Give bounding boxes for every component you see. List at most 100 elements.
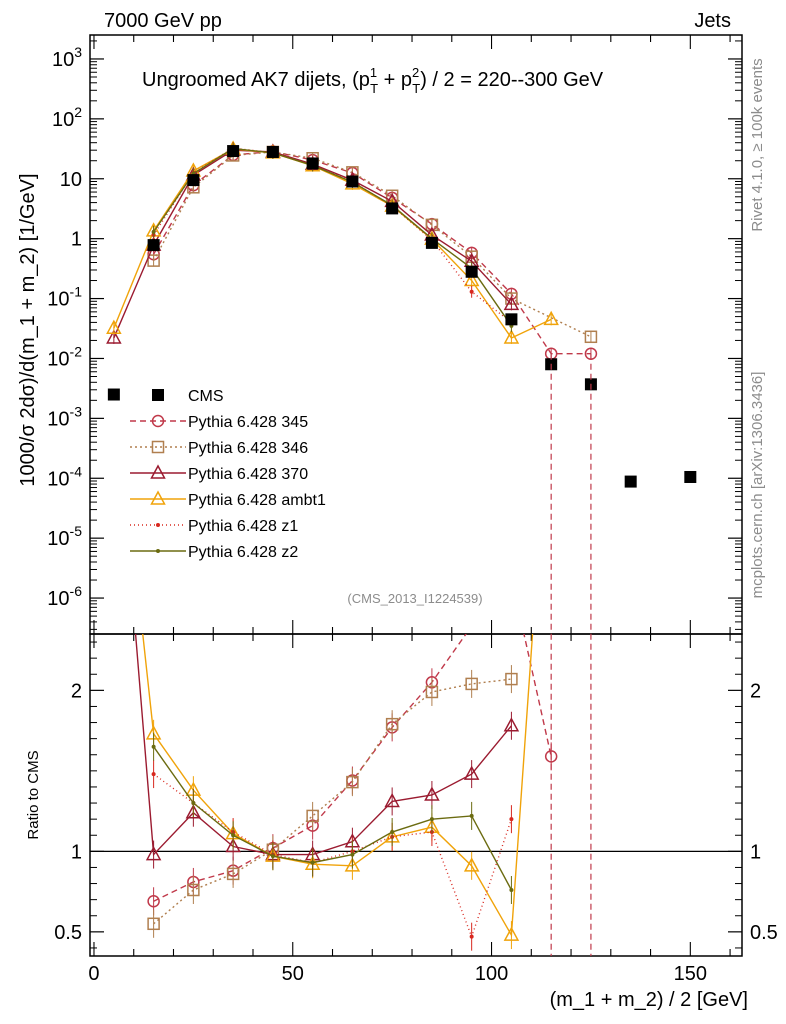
ratio-y-axis-label: Ratio to CMS	[25, 750, 42, 839]
series-line	[113, 148, 552, 339]
ratio-line	[153, 634, 552, 902]
legend-label: Pythia 6.428 ambt1	[188, 492, 326, 509]
y-tick-label: 10-6	[47, 583, 82, 610]
ratio-point	[463, 765, 480, 780]
header-right: Jets	[694, 10, 731, 32]
title-main: Ungroomed AK7 dijets, (p	[142, 69, 370, 91]
legend-label: Pythia 6.428 z1	[188, 518, 298, 535]
series-ratio-pythia-6-428-370	[134, 634, 520, 869]
legend-entry-pythia-6-428-345: Pythia 6.428 345	[130, 414, 308, 431]
ratio-point	[465, 677, 478, 691]
title-sub2: T	[412, 81, 420, 96]
y-tick-base: 10	[52, 109, 74, 131]
y-tick-label: 103	[52, 44, 82, 71]
ratio-point	[469, 813, 474, 818]
ratio-point	[429, 817, 434, 822]
ratio-tick-label: 1	[71, 841, 82, 863]
ratio-point	[147, 917, 160, 931]
y-tick-label: 10-2	[47, 343, 82, 370]
ratio-line	[134, 634, 512, 857]
ratio-point	[151, 772, 156, 777]
series-main-pythia-6-428-370	[106, 141, 520, 344]
legend: CMS Pythia 6.428 345 Pythia 6.428 346 Pythi…	[130, 388, 326, 561]
series-line	[153, 147, 512, 327]
series-main-pythia-6-428-345	[147, 145, 598, 360]
y-tick-base: 10	[47, 348, 69, 370]
y-tick-exponent: -6	[70, 583, 83, 599]
plot-title: Ungroomed AK7 dijets, (p1 T + p2 T) / 2 = …	[142, 65, 604, 96]
ratio-point	[306, 809, 319, 823]
legend-entry-pythia-6-428-z2: Pythia 6.428 z2	[130, 544, 298, 561]
series-point	[106, 319, 122, 334]
y-tick-exponent: 2	[74, 104, 82, 120]
y-tick-exponent: -5	[70, 523, 83, 539]
cms-point	[465, 265, 478, 278]
ratio-point	[310, 860, 315, 865]
series-point	[543, 310, 559, 326]
y-tick-exponent: 3	[74, 44, 82, 60]
ratio-line	[142, 634, 534, 938]
legend-entry-cms: CMS	[152, 388, 224, 405]
y-tick-label: 10-1	[47, 284, 82, 311]
side-label-rivet: Rivet 4.1.0, ≥ 100k events	[749, 58, 766, 231]
series-main-pythia-6-428-z1	[151, 142, 514, 329]
series-pythia-6-428-ambt1	[106, 140, 559, 950]
legend-entry-pythia-6-428-ambt1: Pythia 6.428 ambt1	[130, 490, 326, 509]
ratio-point	[191, 801, 196, 806]
series-point	[151, 229, 156, 234]
cms-point	[266, 145, 279, 158]
x-tick-label: 50	[282, 963, 304, 985]
y-tick-base: 10	[52, 49, 74, 71]
ratio-line	[153, 678, 512, 925]
cms-point	[306, 157, 319, 170]
legend-swatch	[156, 549, 160, 553]
title-plus: + p	[378, 69, 412, 91]
ratio-point	[509, 887, 514, 892]
ratio-point	[270, 854, 275, 859]
y-tick-label: 10-3	[47, 403, 82, 430]
ratio-line	[153, 746, 513, 891]
series-point	[106, 329, 122, 344]
legend-label: Pythia 6.428 370	[188, 466, 308, 483]
ratio-point	[350, 852, 355, 857]
ratio-tick-label: 0.5	[54, 922, 82, 944]
y-tick-exponent: -4	[70, 463, 83, 479]
series-line	[153, 150, 591, 355]
y-tick-exponent: -1	[70, 284, 83, 300]
y-tick-exponent: -2	[70, 343, 83, 359]
ratio-point	[344, 857, 361, 872]
ratio-panel: 0 50 100 150 0.5 0.5 1 1 2 2	[54, 633, 778, 985]
legend-label: Pythia 6.428 z2	[188, 544, 298, 561]
legend-swatch	[151, 414, 165, 428]
series-point	[469, 289, 474, 294]
y-tick-base: 10	[47, 528, 69, 550]
ratio-point	[509, 817, 514, 822]
y-tick-base: 10	[47, 468, 69, 490]
x-tick-label: 100	[475, 963, 508, 985]
series-ratio-pythia-6-428-ambt1	[142, 634, 534, 950]
y-tick-label: 102	[52, 104, 82, 131]
legend-swatch	[150, 490, 166, 505]
series-ratio-pythia-6-428-z1	[151, 760, 514, 951]
legend-swatch	[151, 440, 165, 454]
series-point	[463, 271, 480, 287]
legend-swatch	[152, 389, 164, 401]
ratio-tick-label: 2	[71, 680, 82, 702]
cms-point	[107, 388, 120, 401]
title-tail: ) / 2 = 220--300 GeV	[420, 69, 604, 91]
legend-swatch	[150, 464, 166, 479]
ratio-point	[384, 792, 400, 808]
ratio-point	[505, 672, 518, 686]
cms-point	[147, 239, 160, 252]
y-tick-label: 10-4	[47, 463, 82, 490]
series-point	[584, 330, 598, 344]
ratio-point	[469, 934, 474, 939]
cms-point	[624, 475, 637, 488]
y-tick-label: 1	[71, 229, 82, 251]
y-tick-base: 10	[47, 408, 69, 430]
legend-label: Pythia 6.428 345	[188, 414, 308, 431]
ratio-tick-label-right: 1	[750, 841, 761, 863]
header-left: 7000 GeV pp	[104, 10, 222, 32]
